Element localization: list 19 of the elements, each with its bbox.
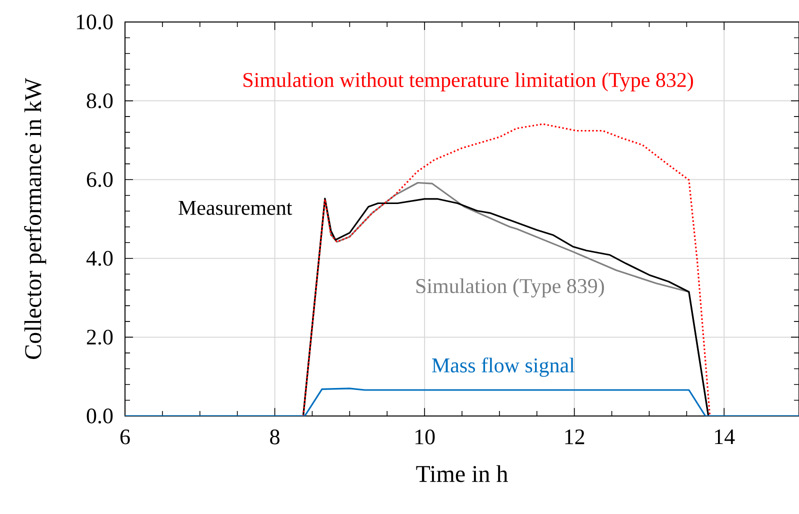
y-tick-label: 4.0	[86, 250, 113, 266]
x-tick-label: 6	[120, 430, 130, 444]
x-tick-label: 14	[715, 430, 735, 444]
y-tick-label: 10.0	[76, 14, 113, 30]
x-axis-title: Time in h	[416, 465, 508, 482]
line-series	[125, 388, 799, 416]
y-axis-title: Collector performance in kW	[24, 78, 46, 359]
x-tick-label: 12	[565, 430, 584, 444]
y-tick-label: 0.0	[86, 408, 113, 424]
series-label: Mass flow signal	[432, 357, 575, 377]
series-label: Measurement	[178, 200, 292, 215]
series-label: Simulation (Type 839)	[416, 278, 604, 298]
x-tick-label: 10	[415, 430, 435, 444]
text: Simulation without temperature limitation (Type 832)	[244, 72, 693, 92]
y-tick-label: 8.0	[86, 93, 113, 108]
x-tick-label: 8	[270, 430, 280, 444]
line-series	[302, 123, 711, 416]
y-tick-label: 2.0	[86, 330, 113, 345]
y-tick-label: 6.0	[86, 172, 113, 188]
